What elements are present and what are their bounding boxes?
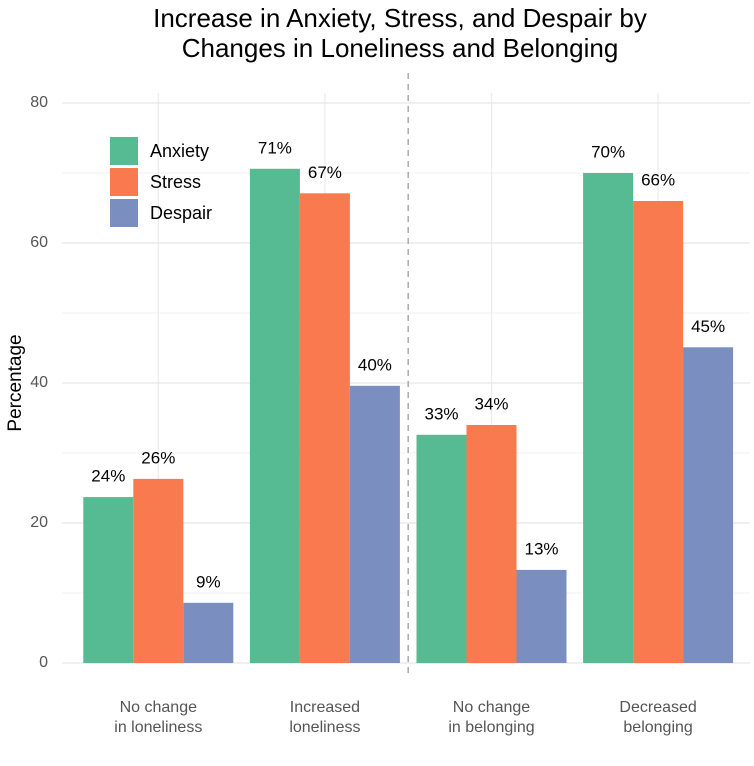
bar bbox=[683, 347, 734, 663]
value-label: 9% bbox=[196, 572, 221, 591]
chart-title: Increase in Anxiety, Stress, and Despair… bbox=[153, 3, 647, 63]
bar bbox=[416, 434, 467, 663]
bar bbox=[249, 168, 300, 664]
bar bbox=[133, 478, 184, 663]
bar bbox=[583, 173, 634, 663]
y-tick-label: 20 bbox=[30, 514, 48, 531]
y-tick-label: 60 bbox=[30, 234, 48, 251]
y-tick-label: 80 bbox=[30, 94, 48, 111]
value-label: 34% bbox=[474, 394, 508, 413]
bar bbox=[516, 569, 567, 663]
value-label: 33% bbox=[424, 404, 458, 423]
legend-label: Anxiety bbox=[150, 141, 209, 161]
value-label: 71% bbox=[258, 138, 292, 157]
bar bbox=[466, 425, 517, 663]
value-label: 24% bbox=[91, 467, 125, 486]
x-tick-label: No change in loneliness bbox=[114, 699, 202, 736]
y-tick-label: 0 bbox=[39, 654, 48, 671]
bar bbox=[83, 497, 134, 663]
legend-label: Despair bbox=[150, 203, 212, 223]
value-label: 45% bbox=[691, 317, 725, 336]
legend-swatch bbox=[110, 199, 138, 227]
value-label: 40% bbox=[358, 355, 392, 374]
x-tick-label: Decreased belonging bbox=[619, 699, 696, 736]
y-tick-label: 40 bbox=[30, 374, 48, 391]
bar bbox=[183, 602, 234, 663]
value-label: 66% bbox=[641, 170, 675, 189]
value-label: 70% bbox=[591, 142, 625, 161]
x-tick-label: Increased loneliness bbox=[289, 699, 360, 736]
value-label: 13% bbox=[524, 539, 558, 558]
bar bbox=[299, 193, 350, 664]
legend-swatch bbox=[110, 137, 138, 165]
bar bbox=[633, 201, 684, 663]
value-label: 26% bbox=[141, 448, 175, 467]
x-tick-label: No change in belonging bbox=[448, 699, 534, 736]
bar bbox=[349, 385, 400, 663]
legend-swatch bbox=[110, 168, 138, 196]
y-axis-label: Percentage bbox=[5, 334, 26, 431]
value-label: 67% bbox=[308, 163, 342, 182]
legend-label: Stress bbox=[150, 172, 201, 192]
